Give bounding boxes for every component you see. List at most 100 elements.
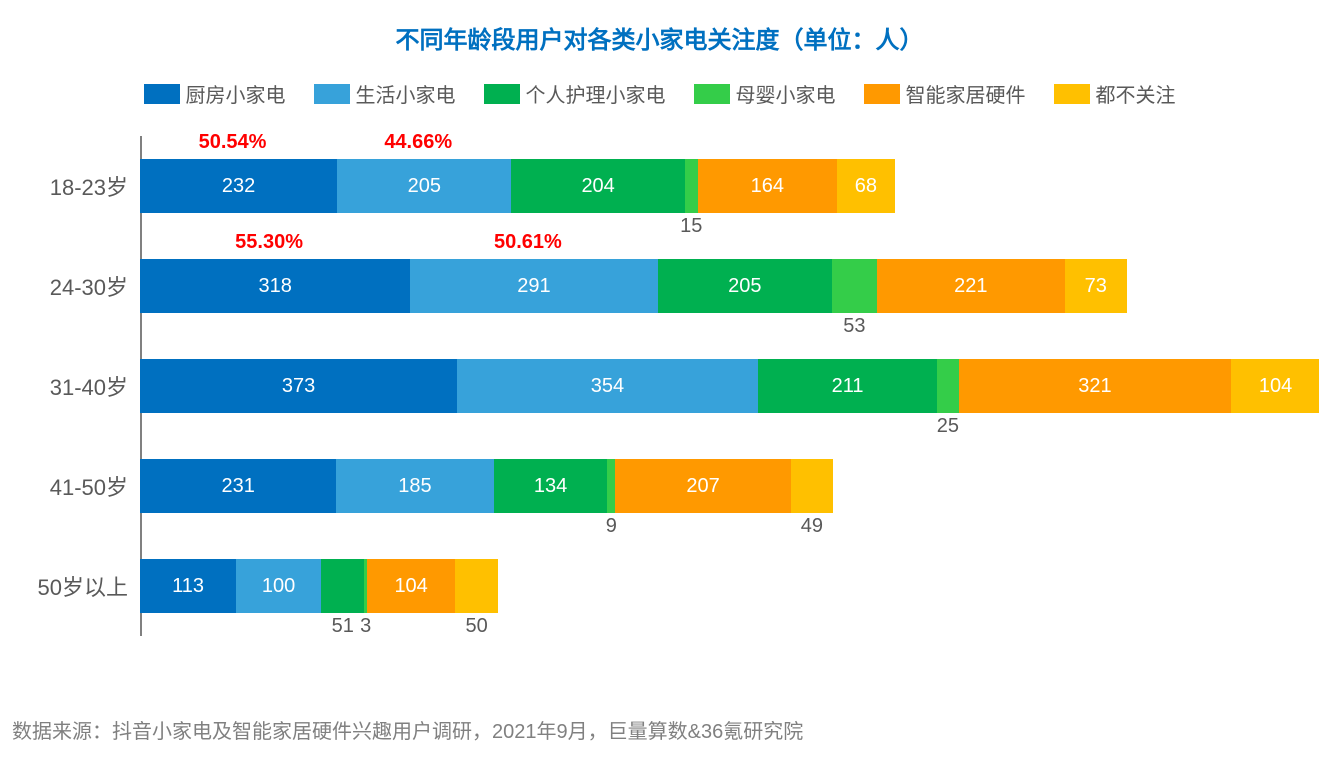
segment-value: 185 <box>398 475 431 498</box>
segment-value: 207 <box>686 475 719 498</box>
segment-value: 205 <box>408 175 441 198</box>
bar-segment: 204 <box>511 159 684 213</box>
segment-value: 3 <box>360 615 371 638</box>
bar-segment: 205 <box>658 259 832 313</box>
legend-label: 母婴小家电 <box>736 79 836 108</box>
bar-segment: 23250.54% <box>140 159 337 213</box>
bar-segment: 49 <box>791 459 833 513</box>
bar-segment: 207 <box>615 459 791 513</box>
category-label: 24-30岁 <box>10 270 128 302</box>
percentage-annotation: 44.66% <box>384 131 452 154</box>
segment-value: 73 <box>1085 275 1107 298</box>
bar-segment: 51 <box>321 559 364 613</box>
percentage-annotation: 50.61% <box>494 231 562 254</box>
bar-segment: 100 <box>236 559 321 613</box>
bar-track: 31855.30%29150.61% 205 53 221 73 <box>140 259 1127 313</box>
chart-row: 18-23岁23250.54%20544.66%2041516468 <box>140 136 1289 236</box>
segment-value: 205 <box>728 275 761 298</box>
legend-label: 生活小家电 <box>356 79 456 108</box>
bar-segment: 68 <box>837 159 895 213</box>
segment-value: 373 <box>282 375 315 398</box>
bar-segment: 104 <box>367 559 455 613</box>
percentage-annotation: 50.54% <box>199 131 267 154</box>
legend-item: 都不关注 <box>1054 79 1176 108</box>
bar-track: 373 354 211 25 321 104 <box>140 359 1319 413</box>
bar-segment: 73 <box>1065 259 1127 313</box>
bar-segment: 113 <box>140 559 236 613</box>
segment-value: 113 <box>172 575 204 598</box>
category-label: 18-23岁 <box>10 170 128 202</box>
bar-track: 11310051310450 <box>140 559 498 613</box>
bar-track: 23250.54%20544.66% 204 15 164 68 <box>140 159 895 213</box>
segment-value: 231 <box>221 475 254 498</box>
legend-swatch <box>314 84 350 104</box>
bar-segment: 231 <box>140 459 336 513</box>
legend-swatch <box>484 84 520 104</box>
segment-value: 134 <box>534 475 567 498</box>
bar-segment: 25 <box>937 359 958 413</box>
chart-area: 18-23岁 23250.54%20544.66% 204 15 164 68 24-30岁… <box>10 136 1309 636</box>
bar-segment: 185 <box>336 459 493 513</box>
segment-value: 164 <box>751 175 784 198</box>
segment-value: 221 <box>954 275 987 298</box>
segment-value: 104 <box>394 575 427 598</box>
legend-label: 个人护理小家电 <box>526 79 666 108</box>
legend-label: 智能家居硬件 <box>906 79 1026 108</box>
bar-segment: 164 <box>698 159 837 213</box>
chart-row: 41-50岁231185134920749 <box>140 436 1289 536</box>
data-source-note: 数据来源：抖音小家电及智能家居硬件兴趣用户调研，2021年9月，巨量算数&36氪… <box>12 715 803 744</box>
bar-segment: 373 <box>140 359 457 413</box>
legend-item: 个人护理小家电 <box>484 79 666 108</box>
segment-value: 232 <box>222 175 255 198</box>
bar-segment: 321 <box>959 359 1232 413</box>
category-label: 41-50岁 <box>10 470 128 502</box>
legend-swatch <box>694 84 730 104</box>
chart-row: 50岁以上11310051310450 <box>140 536 1289 636</box>
segment-value: 25 <box>937 415 959 438</box>
bar-segment: 221 <box>877 259 1065 313</box>
category-label: 50岁以上 <box>10 570 128 602</box>
legend-label: 都不关注 <box>1096 79 1176 108</box>
segment-value: 9 <box>606 515 617 538</box>
legend-item: 生活小家电 <box>314 79 456 108</box>
bar-segment: 354 <box>457 359 758 413</box>
legend: 厨房小家电 生活小家电 个人护理小家电 母婴小家电 智能家居硬件 都不关注 <box>10 79 1309 108</box>
category-label: 31-40岁 <box>10 370 128 402</box>
segment-value: 318 <box>258 275 291 298</box>
bar-segment: 211 <box>758 359 937 413</box>
bar-segment: 31855.30% <box>140 259 410 313</box>
bar-segment: 29150.61% <box>410 259 657 313</box>
legend-item: 母婴小家电 <box>694 79 836 108</box>
bar-segment: 20544.66% <box>337 159 511 213</box>
bar-segment: 15 <box>685 159 698 213</box>
legend-item: 智能家居硬件 <box>864 79 1026 108</box>
segment-value: 100 <box>262 575 295 598</box>
bar-segment: 53 <box>832 259 877 313</box>
chart-title: 不同年龄段用户对各类小家电关注度（单位：人） <box>10 20 1309 55</box>
bar-segment: 104 <box>1231 359 1319 413</box>
segment-value: 68 <box>855 175 877 198</box>
segment-value: 53 <box>843 315 865 338</box>
segment-value: 104 <box>1259 375 1292 398</box>
chart-row: 24-30岁31855.30%29150.61%2055322173 <box>140 236 1289 336</box>
bar-segment: 50 <box>455 559 498 613</box>
chart-row: 31-40岁37335421125321104 <box>140 336 1289 436</box>
segment-value: 49 <box>801 515 823 538</box>
legend-label: 厨房小家电 <box>186 79 286 108</box>
legend-swatch <box>1054 84 1090 104</box>
legend-item: 厨房小家电 <box>144 79 286 108</box>
segment-value: 291 <box>517 275 550 298</box>
legend-swatch <box>864 84 900 104</box>
bar-segment: 134 <box>494 459 608 513</box>
percentage-annotation: 55.30% <box>235 231 303 254</box>
segment-value: 354 <box>591 375 624 398</box>
segment-value: 211 <box>832 375 864 398</box>
segment-value: 51 <box>332 615 354 638</box>
legend-swatch <box>144 84 180 104</box>
bar-track: 231 185 134 9 207 49 <box>140 459 833 513</box>
segment-value: 50 <box>465 615 487 638</box>
segment-value: 321 <box>1078 375 1111 398</box>
segment-value: 15 <box>680 215 702 238</box>
segment-value: 204 <box>581 175 614 198</box>
bar-segment: 9 <box>607 459 615 513</box>
